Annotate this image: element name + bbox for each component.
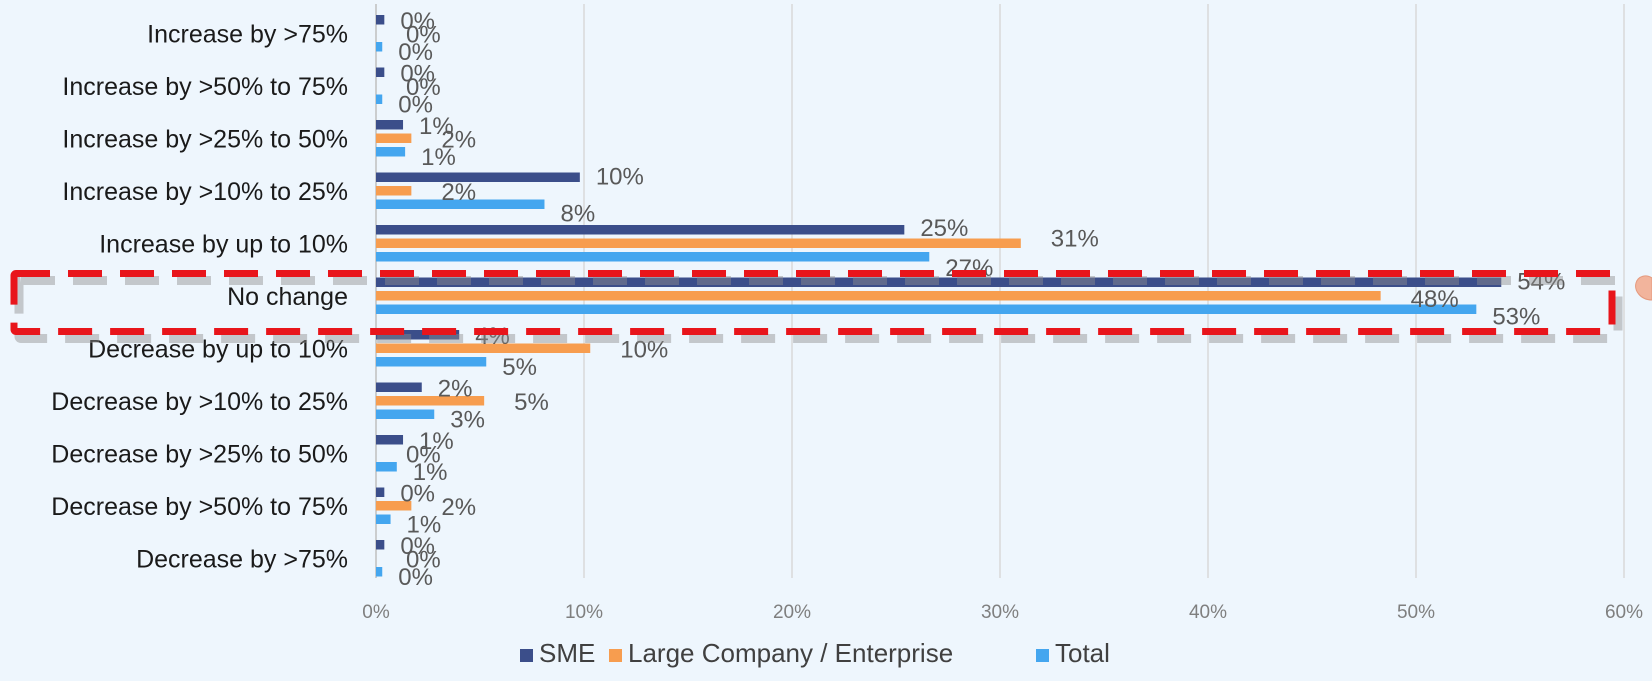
x-tick-label: 50% bbox=[1397, 602, 1435, 623]
bar-total bbox=[376, 304, 1477, 314]
data-label: 2% bbox=[441, 494, 476, 521]
category-label: Decrease by >50% to 75% bbox=[51, 493, 348, 521]
data-label: 1% bbox=[407, 511, 442, 538]
data-label: 0% bbox=[406, 546, 441, 573]
x-tick-label: 10% bbox=[565, 602, 603, 623]
bar-sme bbox=[376, 487, 385, 497]
legend: SME Large Company / Enterprise Total bbox=[520, 638, 1110, 668]
bar-total bbox=[376, 409, 435, 419]
bar-sme bbox=[376, 277, 1502, 287]
data-label: 0% bbox=[400, 533, 435, 560]
data-label: 10% bbox=[596, 163, 644, 190]
category-label: Decrease by up to 10% bbox=[88, 335, 348, 363]
data-label: 27% bbox=[945, 255, 993, 282]
data-label: 0% bbox=[400, 60, 435, 87]
data-label: 2% bbox=[438, 375, 473, 402]
category-label: Decrease by >25% to 50% bbox=[51, 440, 348, 468]
bar-sme bbox=[376, 330, 460, 340]
data-label: 0% bbox=[400, 8, 435, 35]
bar-total bbox=[376, 567, 383, 577]
data-label: 0% bbox=[406, 74, 441, 101]
x-tick-label: 30% bbox=[981, 602, 1019, 623]
data-label: 1% bbox=[419, 428, 454, 455]
legend-swatch bbox=[1036, 649, 1049, 662]
x-tick-label: 0% bbox=[362, 602, 390, 623]
bar-total bbox=[376, 147, 406, 157]
data-label: 1% bbox=[421, 144, 456, 171]
x-tick-label: 40% bbox=[1189, 602, 1227, 623]
category-label: Increase by >50% to 75% bbox=[62, 73, 348, 101]
legend-label: SME bbox=[539, 638, 595, 668]
data-label: 0% bbox=[406, 21, 441, 48]
hand-pointer-icon bbox=[1635, 275, 1652, 301]
bar-large-company-enterprise bbox=[376, 501, 412, 511]
bar-total bbox=[376, 199, 545, 209]
data-label: 0% bbox=[398, 39, 433, 66]
data-label: 31% bbox=[1051, 225, 1099, 252]
x-axis-tick-labels: 0% 10% 20% 30% 40% 50% 60% bbox=[362, 602, 1643, 623]
category-label: Decrease by >10% to 25% bbox=[51, 388, 348, 416]
legend-swatch bbox=[520, 649, 533, 662]
bar-large-company-enterprise bbox=[376, 396, 485, 406]
highlight-box-shadow bbox=[14, 276, 1623, 343]
data-label: 0% bbox=[406, 441, 441, 468]
bar-sme bbox=[376, 225, 905, 235]
x-tick-label: 60% bbox=[1605, 602, 1643, 623]
bar-sme bbox=[376, 15, 385, 25]
data-labels: 0%0%0%0%0%0%1%2%1%10%2%8%25% 31%27% 54%48%… bbox=[398, 8, 1565, 591]
category-label: No change bbox=[227, 283, 348, 311]
highlight-box bbox=[10, 270, 1616, 335]
data-label: 0% bbox=[400, 480, 435, 507]
bar-sme bbox=[376, 67, 385, 77]
category-label: Increase by >25% to 50% bbox=[62, 125, 348, 153]
data-label: 2% bbox=[441, 179, 476, 206]
bar-sme bbox=[376, 540, 385, 550]
data-label: 2% bbox=[441, 126, 476, 153]
data-label: 3% bbox=[450, 406, 485, 433]
legend-swatch bbox=[609, 649, 622, 662]
data-label: 1% bbox=[419, 113, 454, 140]
bar-large-company-enterprise bbox=[376, 133, 412, 143]
bar-large-company-enterprise bbox=[376, 238, 1021, 248]
bar-total bbox=[376, 252, 930, 262]
bar-total bbox=[376, 42, 383, 52]
data-label: 5% bbox=[502, 354, 537, 381]
bar-total bbox=[376, 514, 391, 524]
bar-sme bbox=[376, 172, 580, 182]
category-label: Increase by up to 10% bbox=[99, 230, 348, 258]
data-label: 25% bbox=[920, 215, 968, 242]
legend-label: Large Company / Enterprise bbox=[628, 638, 953, 668]
data-label: 0% bbox=[398, 91, 433, 118]
bars bbox=[376, 15, 1502, 577]
bar-large-company-enterprise bbox=[376, 291, 1381, 301]
bar-total bbox=[376, 357, 487, 367]
bar-large-company-enterprise bbox=[376, 343, 591, 353]
bar-sme bbox=[376, 435, 404, 445]
data-label: 0% bbox=[398, 564, 433, 591]
highlight-box bbox=[10, 270, 1623, 343]
legend-label: Total bbox=[1055, 638, 1110, 668]
category-label: Increase by >75% bbox=[147, 20, 348, 48]
category-label: Decrease by >75% bbox=[136, 545, 348, 573]
category-labels: Increase by >75% Increase by >50% to 75% I… bbox=[51, 20, 348, 573]
bar-large-company-enterprise bbox=[376, 186, 412, 196]
category-label: Increase by >10% to 25% bbox=[62, 178, 348, 206]
x-tick-label: 20% bbox=[773, 602, 811, 623]
data-label: 5% bbox=[514, 389, 549, 416]
bar-sme bbox=[376, 120, 404, 130]
data-label: 48% bbox=[1411, 286, 1459, 313]
data-label: 10% bbox=[620, 336, 668, 363]
data-label: 4% bbox=[475, 323, 510, 350]
bar-sme bbox=[376, 382, 422, 392]
data-label: 1% bbox=[413, 459, 448, 486]
bar-total bbox=[376, 94, 383, 104]
data-label: 8% bbox=[560, 200, 595, 227]
bar-total bbox=[376, 462, 397, 472]
data-label: 53% bbox=[1492, 303, 1540, 330]
